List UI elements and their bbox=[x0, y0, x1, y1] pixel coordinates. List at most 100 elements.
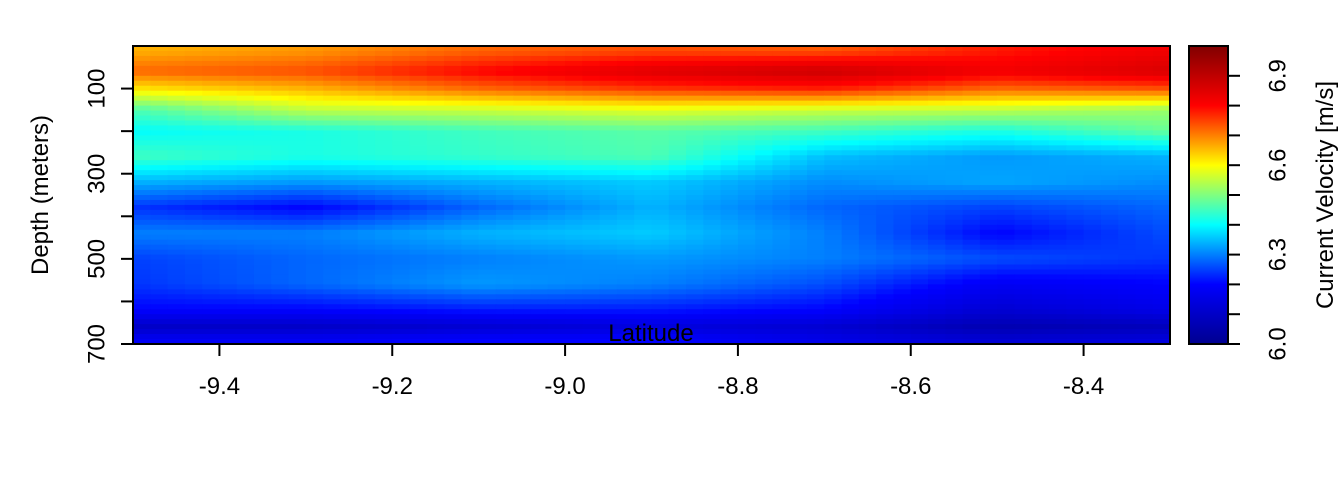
heatmap-cell bbox=[910, 46, 929, 52]
heatmap-cell bbox=[409, 244, 428, 251]
heatmap-cell bbox=[167, 244, 186, 251]
heatmap-cell bbox=[288, 145, 307, 151]
heatmap-cell bbox=[202, 319, 221, 325]
heatmap-cell bbox=[876, 165, 895, 171]
heatmap-cell bbox=[478, 219, 497, 226]
heatmap-cell bbox=[253, 75, 272, 82]
heatmap-cell bbox=[720, 100, 739, 107]
heatmap-cell bbox=[426, 125, 445, 132]
heatmap-cell bbox=[219, 334, 238, 340]
heatmap-cell bbox=[253, 180, 272, 186]
heatmap-cell bbox=[357, 125, 376, 132]
heatmap-cell bbox=[409, 110, 428, 117]
heatmap-cell bbox=[444, 165, 462, 171]
heatmap-cell bbox=[807, 279, 825, 285]
heatmap-cell bbox=[547, 75, 566, 82]
heatmap-cell bbox=[651, 80, 670, 87]
heatmap-cell bbox=[271, 190, 290, 196]
heatmap-cell bbox=[409, 209, 428, 216]
heatmap-cell bbox=[288, 214, 307, 221]
heatmap-cell bbox=[150, 155, 169, 161]
heatmap-cell bbox=[547, 244, 566, 251]
heatmap-cell bbox=[789, 120, 808, 127]
heatmap-cell bbox=[305, 284, 324, 290]
heatmap-cell bbox=[167, 130, 186, 136]
heatmap-cell bbox=[841, 209, 860, 216]
heatmap-cell bbox=[824, 339, 843, 345]
heatmap-cell bbox=[1152, 170, 1171, 176]
heatmap-cell bbox=[928, 304, 946, 310]
heatmap-cell bbox=[755, 299, 774, 305]
heatmap-cell bbox=[392, 269, 411, 276]
heatmap-cell bbox=[219, 259, 238, 266]
heatmap-cell bbox=[772, 140, 791, 146]
heatmap-cell bbox=[288, 85, 307, 92]
heatmap-cell bbox=[478, 195, 497, 201]
heatmap-cell bbox=[1083, 105, 1102, 112]
heatmap-cell bbox=[616, 170, 635, 176]
heatmap-cell bbox=[1031, 105, 1050, 112]
heatmap-cell bbox=[495, 289, 514, 295]
heatmap-cell bbox=[271, 239, 290, 246]
heatmap-cell bbox=[478, 284, 497, 290]
heatmap-cell bbox=[807, 130, 825, 136]
heatmap-cell bbox=[530, 160, 549, 166]
heatmap-cell bbox=[392, 214, 411, 221]
heatmap-cell bbox=[392, 185, 411, 191]
x-axis: -9.4 -9.2 -9.0 -8.8 -8.6 -8.4 bbox=[199, 344, 1104, 400]
heatmap-cell bbox=[219, 170, 238, 176]
heatmap-cell bbox=[392, 234, 411, 241]
heatmap-cell bbox=[824, 274, 843, 281]
heatmap-cell bbox=[962, 135, 981, 141]
heatmap-cell bbox=[513, 274, 532, 281]
heatmap-cell bbox=[824, 195, 843, 201]
heatmap-cell bbox=[668, 155, 687, 161]
heatmap-cell bbox=[651, 249, 670, 256]
heatmap-cell bbox=[599, 170, 618, 176]
heatmap-cell bbox=[184, 130, 203, 136]
heatmap-cell bbox=[703, 150, 722, 156]
heatmap-cell bbox=[910, 234, 929, 241]
heatmap-cell bbox=[824, 214, 843, 221]
heatmap-cell bbox=[547, 299, 566, 305]
heatmap-cell bbox=[582, 130, 601, 136]
heatmap-cell bbox=[547, 145, 566, 151]
heatmap-cell bbox=[1014, 254, 1033, 261]
heatmap-cell bbox=[392, 324, 411, 330]
heatmap-cell bbox=[392, 175, 411, 181]
heatmap-cell bbox=[184, 299, 203, 305]
heatmap-cell bbox=[530, 244, 549, 251]
heatmap-cell bbox=[392, 299, 411, 305]
heatmap-cell bbox=[737, 60, 756, 67]
heatmap-cell bbox=[720, 165, 739, 171]
heatmap-cell bbox=[340, 284, 359, 290]
heatmap-cell bbox=[1066, 120, 1085, 127]
heatmap-cell bbox=[271, 90, 290, 97]
heatmap-cell bbox=[1066, 269, 1085, 276]
heatmap-cell bbox=[616, 80, 635, 87]
heatmap-cell bbox=[495, 65, 514, 72]
heatmap-cell bbox=[565, 264, 583, 271]
heatmap-cell bbox=[495, 209, 514, 216]
heatmap-cell bbox=[565, 234, 583, 241]
heatmap-cell bbox=[513, 170, 532, 176]
heatmap-cell bbox=[720, 314, 739, 320]
heatmap-cell bbox=[737, 170, 756, 176]
heatmap-cell bbox=[1031, 145, 1050, 151]
heatmap-cell bbox=[755, 100, 774, 107]
heatmap-cell bbox=[1031, 130, 1050, 136]
heatmap-cell bbox=[357, 289, 376, 295]
heatmap-cell bbox=[910, 324, 929, 330]
heatmap-cell bbox=[426, 234, 445, 241]
heatmap-cell bbox=[997, 279, 1016, 285]
heatmap-cell bbox=[824, 229, 843, 236]
y-tick-label: 500 bbox=[83, 239, 110, 279]
heatmap-cell bbox=[858, 120, 877, 127]
heatmap-cell bbox=[634, 324, 653, 330]
heatmap-cell bbox=[876, 299, 895, 305]
heatmap-cell bbox=[323, 204, 341, 211]
heatmap-cell bbox=[686, 85, 704, 92]
heatmap-cell bbox=[1014, 319, 1033, 325]
heatmap-cell bbox=[1049, 204, 1067, 211]
heatmap-cell bbox=[374, 90, 393, 97]
